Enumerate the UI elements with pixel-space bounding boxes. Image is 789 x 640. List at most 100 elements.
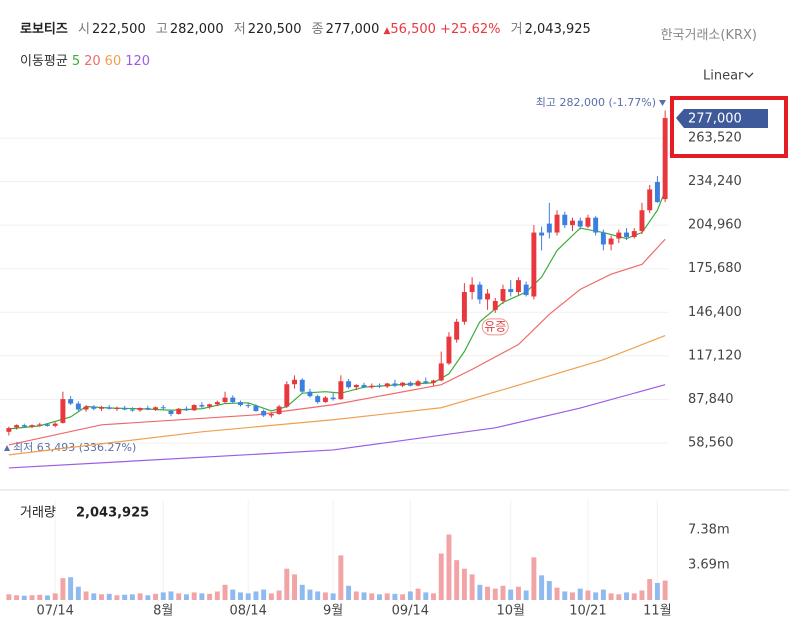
candle-body — [562, 214, 568, 226]
x-tick-label: 08/14 — [229, 604, 266, 619]
volume-bar — [353, 591, 359, 600]
annotation-box — [481, 318, 509, 336]
candle-body — [268, 413, 274, 416]
volume-bar — [446, 534, 452, 600]
candle-body — [44, 424, 50, 426]
candle-body — [546, 223, 552, 233]
volume-bar — [99, 594, 104, 600]
candle-body — [114, 408, 120, 410]
candle-body — [600, 232, 606, 245]
candle-body — [353, 384, 359, 388]
volume-bar — [546, 581, 552, 600]
volume-bar — [153, 593, 159, 600]
candle-body — [284, 384, 290, 407]
candle-body — [91, 406, 97, 409]
candle-body — [376, 385, 382, 387]
x-tick-label: 10월 — [496, 604, 525, 619]
quote-header: 로보티즈 시 222,500 고 282,000 저 220,500 종 277,000… — [20, 18, 591, 37]
candle-body — [183, 408, 189, 411]
price-tag — [676, 109, 768, 128]
volume-bar — [83, 591, 89, 600]
volume-bar — [145, 595, 151, 600]
candle-body — [338, 381, 344, 400]
min-marker — [4, 445, 10, 451]
candle-body — [461, 292, 467, 322]
candle-body — [523, 284, 529, 296]
candle-body — [315, 396, 321, 403]
volume-bar — [616, 594, 622, 600]
y-tick-label: 204,960 — [688, 218, 742, 233]
x-tick-label: 10/21 — [569, 604, 606, 619]
up-arrow: ▲ — [383, 26, 391, 36]
volume-bar — [431, 593, 436, 600]
volume-bar — [299, 584, 305, 600]
chevron[interactable] — [744, 72, 754, 78]
candle-body — [199, 405, 205, 407]
legend-entry[interactable]: 20 — [84, 54, 101, 69]
candle-body — [415, 381, 421, 386]
volume-bar — [346, 585, 352, 600]
candle-body — [346, 381, 352, 388]
candle-body — [75, 403, 81, 410]
candle-body — [477, 284, 483, 300]
volume-bar — [245, 593, 251, 600]
volume-bar — [91, 593, 97, 600]
x-tick-label: 11월 — [643, 604, 672, 619]
volume-bar — [21, 595, 27, 600]
volume-bar — [477, 584, 483, 600]
candle-body — [238, 402, 243, 406]
candle-body — [276, 406, 282, 414]
volume-bar — [37, 594, 43, 600]
volume-bar — [593, 592, 599, 600]
volume-bar — [268, 593, 274, 600]
change: 56,500 — [390, 22, 436, 37]
quote-label: 고 — [155, 22, 168, 37]
volume-bar — [230, 589, 236, 600]
candle-body — [631, 231, 637, 238]
volume-bar — [624, 592, 630, 600]
price-tag-text: 277,000 — [688, 112, 742, 127]
candle-body — [400, 382, 406, 386]
legend-entry[interactable]: 60 — [104, 54, 122, 69]
candle-body — [624, 232, 630, 238]
volume-value: 2,043,925 — [76, 506, 149, 521]
volume-bar — [253, 591, 259, 600]
volume-bar — [44, 595, 50, 600]
legend-entry[interactable]: 5 — [71, 54, 81, 69]
scale-select[interactable]: Linear — [703, 69, 744, 84]
candle-body — [253, 405, 259, 412]
candle-body — [384, 383, 390, 387]
ma-line — [8, 190, 666, 430]
volume-bar — [307, 589, 313, 600]
volume-bar — [639, 590, 645, 600]
y-tick-label: 117,120 — [688, 348, 742, 363]
x-tick-label: 07/14 — [36, 604, 73, 619]
candle-body — [14, 425, 20, 428]
candle-body — [99, 407, 104, 409]
volume-bar — [238, 592, 243, 600]
volume-bar — [438, 553, 444, 600]
candle-body — [37, 424, 43, 426]
candle-body — [168, 411, 174, 414]
volume-bar — [129, 594, 135, 600]
volume-bar — [608, 593, 614, 600]
volume-bar — [562, 591, 568, 600]
volume-bar — [176, 593, 182, 600]
candle-body — [207, 404, 213, 407]
candle-body — [160, 407, 166, 409]
y-tick-label: 234,240 — [688, 174, 742, 189]
volume-bar — [539, 575, 545, 600]
legend-entry[interactable]: 120 — [125, 54, 151, 69]
volume-bar — [6, 594, 12, 600]
candle-body — [21, 425, 27, 427]
candle-body — [245, 405, 251, 407]
volume-bar — [315, 591, 321, 600]
volume-title: 거래량 — [20, 506, 56, 521]
volume-bar — [515, 586, 521, 600]
volume-bar — [400, 594, 406, 600]
candle-body — [292, 379, 298, 385]
candle-body — [554, 214, 560, 233]
volume-bar — [330, 593, 336, 600]
candle-body — [6, 428, 12, 432]
